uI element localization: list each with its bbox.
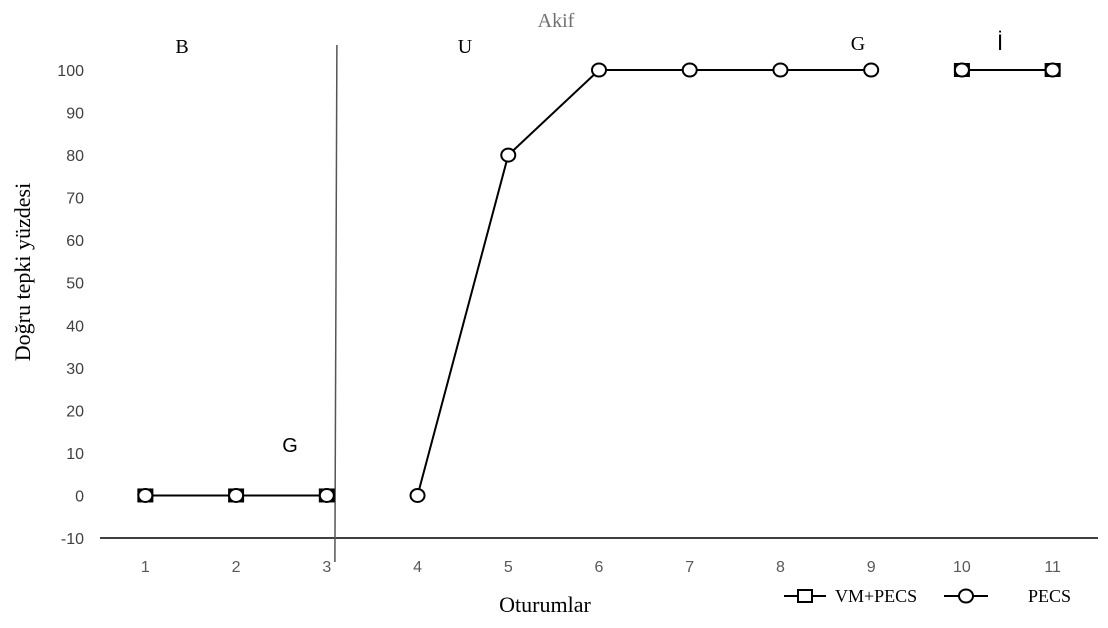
data-point: [500, 147, 517, 163]
y-tick-label: -10: [61, 531, 84, 548]
phase-label-intervention: U: [458, 36, 473, 58]
phase-annotations: B U G İ G: [175, 30, 1003, 563]
x-tick-label: 11: [1044, 559, 1061, 576]
series-line: [416, 69, 872, 496]
x-axis-label: Oturumlar: [499, 592, 591, 617]
legend-item-pecs: PECS: [944, 586, 1071, 606]
data-point: [137, 487, 154, 503]
x-tick-label: 1: [141, 559, 150, 576]
data-point: [1044, 62, 1061, 78]
phase-label-generalization: G: [851, 33, 865, 55]
legend-label: PECS: [1028, 586, 1071, 606]
phase-label-baseline: B: [175, 36, 188, 58]
series-pecs: [137, 62, 1061, 503]
plot-area: [137, 62, 1061, 503]
x-tick-label: 7: [685, 559, 694, 576]
chart-title: Akif: [538, 10, 575, 32]
legend-label: VM+PECS: [835, 586, 917, 606]
legend-item-vm-pecs: VM+PECS: [784, 586, 917, 606]
phase-label-maintenance: İ: [997, 30, 1003, 55]
phase-change-line: [334, 44, 338, 563]
data-point: [228, 487, 245, 503]
y-tick-label: 80: [66, 148, 84, 165]
data-point: [318, 487, 335, 503]
x-tick-label: 3: [322, 559, 331, 576]
legend-marker: [797, 589, 813, 603]
x-tick-label: 10: [953, 559, 971, 576]
x-tick-label: 4: [413, 559, 422, 576]
y-tick-label: 100: [57, 63, 84, 80]
x-tick-label: 6: [595, 559, 604, 576]
y-tick-label: 0: [75, 488, 84, 505]
data-point: [681, 62, 698, 78]
y-axis-label: Doğru tepki yüzdesi: [10, 183, 35, 361]
series-vm-pecs: [137, 63, 1061, 503]
x-tick-label: 5: [504, 559, 513, 576]
data-point: [772, 62, 789, 78]
x-tick-label: 8: [776, 559, 785, 576]
data-point: [409, 487, 426, 503]
data-point: [591, 62, 607, 78]
y-tick-label: 50: [66, 276, 84, 293]
y-tick-label: 40: [66, 318, 84, 335]
y-tick-label: 10: [66, 446, 84, 463]
data-point: [863, 62, 880, 78]
legend-marker: [958, 588, 974, 604]
y-tick-label: 30: [66, 361, 84, 378]
y-tick-label: 90: [66, 106, 84, 123]
y-tick-label: 20: [66, 403, 84, 420]
data-point: [953, 62, 970, 78]
x-tick-label: 2: [232, 559, 241, 576]
legend: VM+PECS PECS: [784, 586, 1071, 606]
x-tick-label: 9: [867, 559, 876, 576]
y-tick-label: 70: [66, 191, 84, 208]
phase-label-generalization-baseline: G: [282, 435, 298, 457]
y-tick-label: 60: [66, 233, 84, 250]
